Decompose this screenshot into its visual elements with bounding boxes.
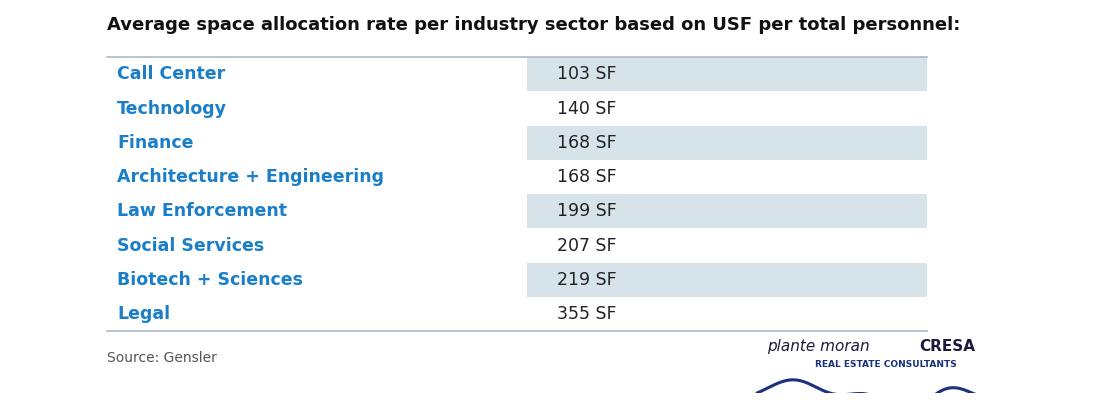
Bar	[527, 194, 927, 228]
Text: Technology: Technology	[117, 100, 227, 118]
Text: 219 SF: 219 SF	[557, 271, 617, 289]
Text: CRESA: CRESA	[918, 339, 975, 354]
Text: 168 SF: 168 SF	[557, 134, 617, 152]
Text: Biotech + Sciences: Biotech + Sciences	[117, 271, 302, 289]
Bar	[527, 263, 927, 297]
Text: 103 SF: 103 SF	[557, 65, 616, 83]
Text: Finance: Finance	[117, 134, 194, 152]
Bar	[527, 126, 927, 160]
Text: Call Center: Call Center	[117, 65, 226, 83]
Text: plante moran: plante moran	[767, 339, 874, 354]
Text: Average space allocation rate per industry sector based on USF per total personn: Average space allocation rate per indust…	[107, 16, 960, 34]
Bar	[527, 57, 927, 92]
Text: 140 SF: 140 SF	[557, 100, 616, 118]
Text: 355 SF: 355 SF	[557, 305, 616, 323]
Text: Architecture + Engineering: Architecture + Engineering	[117, 168, 384, 186]
Text: 199 SF: 199 SF	[557, 202, 617, 220]
Text: Source: Gensler: Source: Gensler	[107, 350, 217, 364]
Text: REAL ESTATE CONSULTANTS: REAL ESTATE CONSULTANTS	[815, 360, 957, 369]
Text: 168 SF: 168 SF	[557, 168, 617, 186]
Text: Law Enforcement: Law Enforcement	[117, 202, 287, 220]
Text: Social Services: Social Services	[117, 237, 264, 255]
Text: 207 SF: 207 SF	[557, 237, 616, 255]
Text: Legal: Legal	[117, 305, 170, 323]
